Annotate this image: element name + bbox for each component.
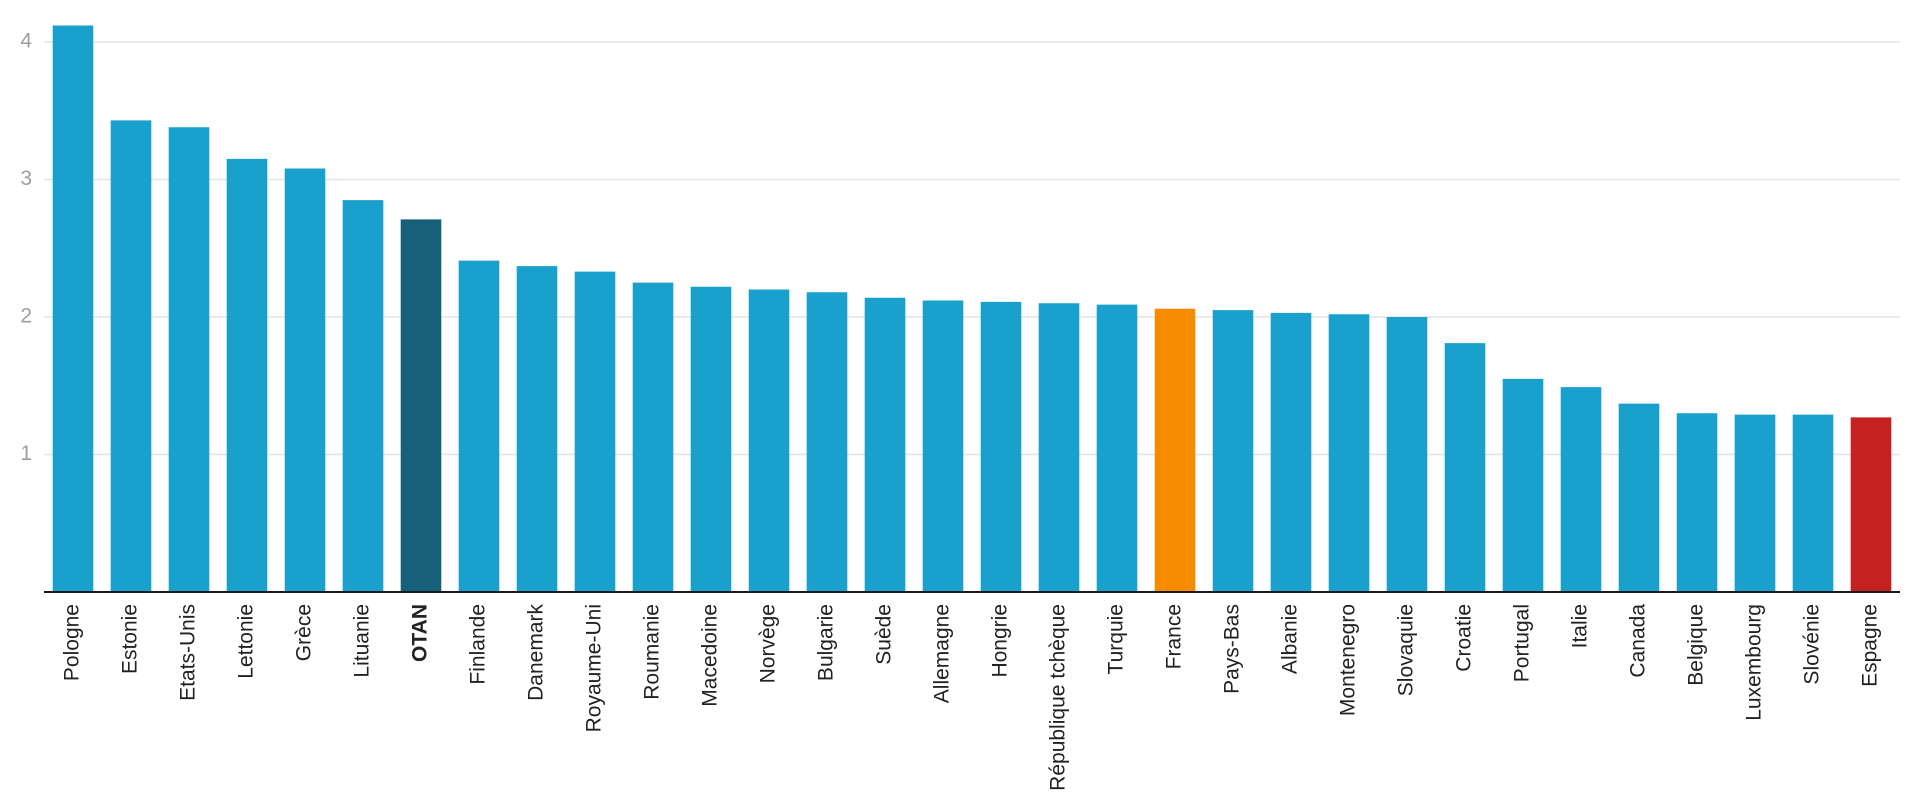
x-category-label: Danemark — [525, 604, 548, 701]
x-category-label: Macedoine — [699, 604, 722, 707]
bar — [864, 297, 906, 592]
bar — [922, 300, 964, 592]
x-category-label: Slovaquie — [1395, 604, 1418, 696]
bar — [1096, 304, 1138, 592]
bars — [52, 25, 1892, 592]
x-category-label: Portugal — [1511, 604, 1534, 682]
x-category-label: Allemagne — [931, 604, 954, 703]
bar — [110, 120, 152, 592]
bar — [1154, 308, 1196, 592]
y-tick-label: 3 — [20, 167, 32, 190]
bar — [806, 292, 848, 592]
x-category-label: Hongrie — [989, 604, 1012, 678]
bar — [980, 301, 1022, 592]
bar — [1386, 317, 1428, 592]
x-category-label: Croatie — [1453, 604, 1476, 672]
bar — [1560, 387, 1602, 592]
x-category-label: Pologne — [61, 604, 84, 681]
bar — [1792, 414, 1834, 592]
x-category-label: OTAN — [409, 604, 432, 662]
y-tick-label: 1 — [20, 442, 32, 465]
bar — [1328, 314, 1370, 592]
x-category-label: Montenegro — [1337, 604, 1360, 716]
y-tick-label: 2 — [20, 305, 32, 328]
bar — [1212, 310, 1254, 592]
x-category-label: Lituanie — [351, 604, 374, 678]
bar — [458, 260, 500, 592]
x-category-label: Belgique — [1685, 604, 1708, 686]
bar — [1618, 403, 1660, 592]
x-category-label: Luxembourg — [1743, 604, 1766, 721]
x-category-label: Norvège — [757, 604, 780, 683]
x-category-label: Finlande — [467, 604, 490, 685]
bar — [1850, 417, 1892, 592]
y-tick-label: 4 — [20, 30, 32, 53]
bar — [284, 168, 326, 592]
x-category-label: Estonie — [119, 604, 142, 674]
x-category-label: Grèce — [293, 604, 316, 661]
bar — [1270, 312, 1312, 592]
bar — [1038, 303, 1080, 592]
bar — [52, 25, 94, 592]
bar — [516, 266, 558, 592]
bar — [574, 271, 616, 592]
x-category-label: Canada — [1627, 604, 1650, 678]
x-category-label: Albanie — [1279, 604, 1302, 674]
bar — [748, 289, 790, 592]
bar — [1734, 414, 1776, 592]
y-axis-tick-labels: 1 2 3 4 — [20, 30, 32, 466]
bar — [1676, 413, 1718, 592]
x-category-label: Roumanie — [641, 604, 664, 700]
x-category-label: République tchèque — [1047, 604, 1070, 791]
x-category-label: Slovénie — [1801, 604, 1824, 685]
bar — [1444, 343, 1486, 592]
x-category-label: Bulgarie — [815, 604, 838, 681]
x-category-label: France — [1163, 604, 1186, 669]
x-category-label: Lettonie — [235, 604, 258, 679]
x-category-label: Turquie — [1105, 604, 1128, 674]
bar — [632, 282, 674, 592]
x-category-label: Etats-Unis — [177, 604, 200, 701]
bar — [690, 286, 732, 592]
x-category-label: Espagne — [1859, 604, 1882, 687]
bar — [168, 127, 210, 592]
bar — [226, 158, 268, 592]
bar — [1502, 378, 1544, 592]
x-category-label: Pays-Bas — [1221, 604, 1244, 694]
x-category-label: Suède — [873, 604, 896, 665]
bar — [400, 219, 442, 592]
x-category-label: Italie — [1569, 604, 1592, 648]
x-category-label: Royaume-Uni — [583, 604, 606, 732]
x-axis-category-labels: Pologne Estonie Etats-Unis Lettonie Grèce Lit… — [61, 604, 1882, 791]
bar — [342, 200, 384, 592]
